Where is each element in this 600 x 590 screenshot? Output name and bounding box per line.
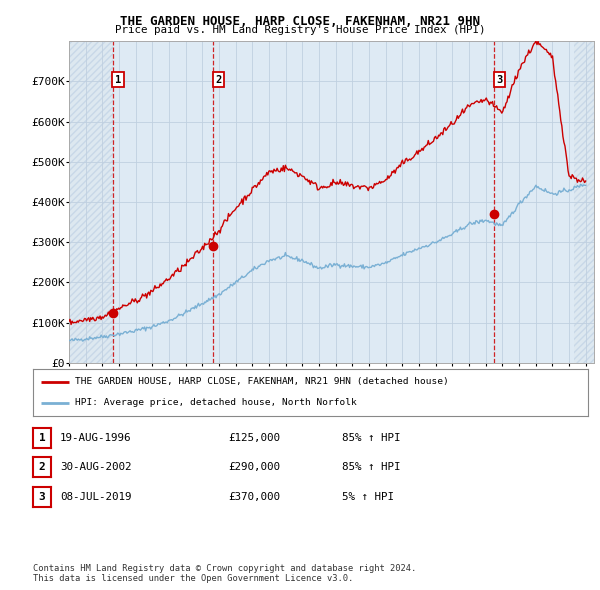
Text: 85% ↑ HPI: 85% ↑ HPI bbox=[342, 433, 401, 442]
Text: 30-AUG-2002: 30-AUG-2002 bbox=[60, 463, 131, 472]
Bar bbox=[69, 41, 113, 363]
Text: 1: 1 bbox=[115, 75, 121, 85]
Text: 1: 1 bbox=[38, 433, 46, 442]
Bar bbox=[574, 41, 594, 363]
Bar bbox=[574, 41, 594, 363]
Text: 5% ↑ HPI: 5% ↑ HPI bbox=[342, 492, 394, 502]
Text: 08-JUL-2019: 08-JUL-2019 bbox=[60, 492, 131, 502]
Text: Contains HM Land Registry data © Crown copyright and database right 2024.
This d: Contains HM Land Registry data © Crown c… bbox=[33, 563, 416, 583]
Text: 2: 2 bbox=[38, 463, 46, 472]
Text: £370,000: £370,000 bbox=[228, 492, 280, 502]
Bar bbox=[113, 41, 214, 363]
Bar bbox=[494, 41, 574, 363]
Text: 3: 3 bbox=[496, 75, 502, 85]
Text: 85% ↑ HPI: 85% ↑ HPI bbox=[342, 463, 401, 472]
Text: THE GARDEN HOUSE, HARP CLOSE, FAKENHAM, NR21 9HN (detached house): THE GARDEN HOUSE, HARP CLOSE, FAKENHAM, … bbox=[74, 378, 448, 386]
Text: 19-AUG-1996: 19-AUG-1996 bbox=[60, 433, 131, 442]
Text: HPI: Average price, detached house, North Norfolk: HPI: Average price, detached house, Nort… bbox=[74, 398, 356, 407]
Text: £125,000: £125,000 bbox=[228, 433, 280, 442]
Text: 3: 3 bbox=[38, 492, 46, 502]
Bar bbox=[214, 41, 494, 363]
Bar bbox=[69, 41, 113, 363]
Text: £290,000: £290,000 bbox=[228, 463, 280, 472]
Text: 2: 2 bbox=[215, 75, 221, 85]
Text: THE GARDEN HOUSE, HARP CLOSE, FAKENHAM, NR21 9HN: THE GARDEN HOUSE, HARP CLOSE, FAKENHAM, … bbox=[120, 15, 480, 28]
Text: Price paid vs. HM Land Registry's House Price Index (HPI): Price paid vs. HM Land Registry's House … bbox=[115, 25, 485, 35]
